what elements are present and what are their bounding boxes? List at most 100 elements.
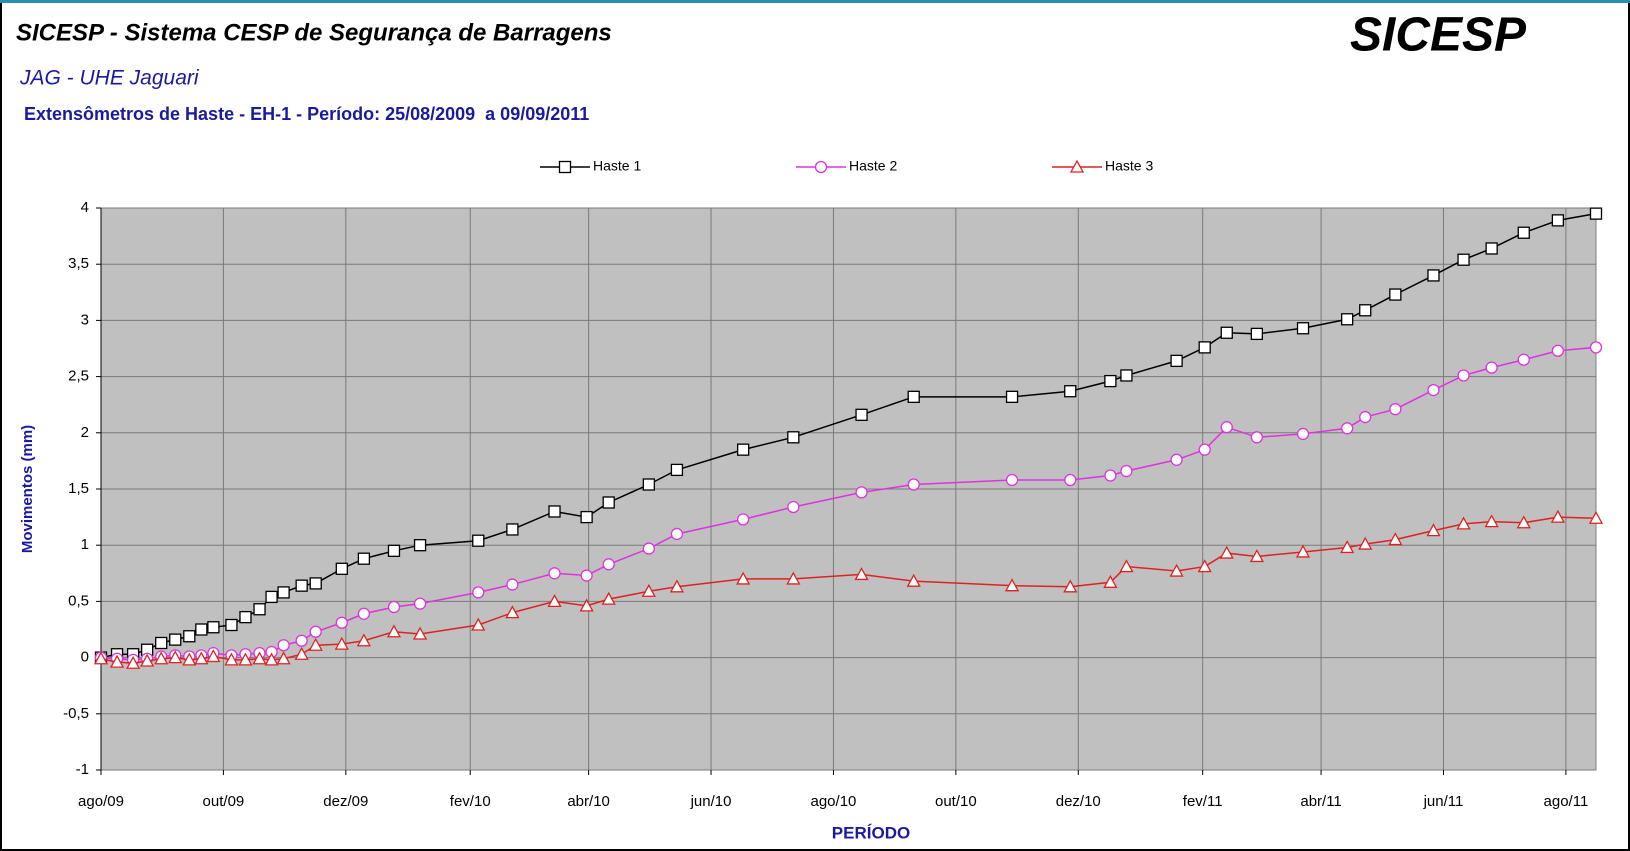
marker — [736, 571, 751, 585]
description: Extensômetros de Haste - EH-1 - Período:… — [24, 104, 589, 124]
marker — [580, 510, 593, 524]
marker — [1341, 422, 1354, 435]
marker — [471, 617, 486, 631]
marker — [580, 569, 593, 582]
marker — [1341, 313, 1354, 326]
marker — [1063, 579, 1078, 593]
x-tick-label: dez/09 — [323, 793, 368, 810]
marker — [1456, 516, 1471, 530]
marker — [140, 653, 155, 667]
marker — [1484, 514, 1499, 528]
marker — [168, 650, 183, 664]
title: SICESP - Sistema CESP de Segurança de Ba… — [16, 19, 612, 46]
marker — [907, 478, 920, 491]
marker — [183, 630, 196, 643]
marker — [787, 431, 800, 444]
y-tick-label: 0 — [81, 649, 89, 666]
marker — [1103, 574, 1118, 588]
marker — [854, 567, 869, 581]
marker — [1588, 510, 1604, 524]
marker — [412, 626, 428, 640]
marker — [308, 637, 323, 651]
marker — [1340, 540, 1355, 554]
legend-label: Haste 1 — [593, 158, 641, 174]
marker — [357, 607, 371, 620]
marker — [1005, 390, 1019, 403]
x-tick-label: fev/11 — [1183, 793, 1223, 810]
marker — [1220, 421, 1233, 434]
marker — [1296, 322, 1310, 335]
marker — [1250, 431, 1264, 444]
marker — [669, 579, 685, 593]
marker — [1551, 214, 1565, 227]
x-tick-label: fev/10 — [450, 793, 491, 810]
marker — [335, 562, 348, 575]
y-tick-label: 2 — [81, 424, 89, 441]
y-axis-label: Movimentos (mm) — [19, 425, 36, 553]
marker — [1359, 304, 1372, 317]
marker — [670, 527, 684, 541]
marker — [155, 636, 168, 650]
marker — [1457, 369, 1470, 382]
marker — [335, 616, 348, 629]
y-tick-label: 3 — [81, 311, 89, 328]
marker — [1064, 385, 1077, 398]
marker — [472, 586, 485, 599]
marker — [154, 651, 169, 665]
x-tick-label: ago/09 — [78, 793, 124, 810]
marker — [855, 486, 868, 499]
marker — [472, 534, 485, 547]
marker — [1485, 361, 1498, 374]
marker — [736, 443, 750, 456]
marker — [506, 578, 519, 591]
marker — [265, 590, 278, 604]
marker — [1516, 515, 1531, 529]
marker — [206, 649, 221, 663]
marker — [356, 633, 371, 647]
legend-label: Haste 3 — [1105, 158, 1153, 174]
marker — [548, 567, 561, 580]
y-tick-label: -0,5 — [63, 705, 89, 722]
legend-marker — [1069, 159, 1085, 173]
marker — [1064, 473, 1077, 487]
marker — [1296, 427, 1310, 441]
marker — [1358, 536, 1373, 550]
marker — [1104, 374, 1117, 388]
legend-marker — [558, 160, 572, 174]
marker — [276, 651, 291, 665]
y-tick-label: 4 — [81, 199, 89, 216]
marker — [413, 597, 427, 610]
marker — [194, 651, 209, 665]
x-tick-label: out/10 — [935, 793, 977, 810]
marker — [1517, 353, 1530, 366]
marker — [548, 505, 561, 518]
marker — [1219, 545, 1234, 559]
x-axis-label: PERÍODO — [832, 823, 910, 842]
marker — [906, 573, 921, 587]
marker — [505, 605, 520, 619]
marker — [1427, 269, 1440, 282]
marker — [547, 594, 562, 608]
marker — [1170, 453, 1183, 466]
marker — [294, 646, 309, 660]
y-tick-label: 3,5 — [68, 255, 89, 272]
marker — [264, 652, 279, 666]
marker — [787, 500, 800, 514]
marker — [1457, 253, 1470, 266]
marker — [642, 542, 655, 555]
marker — [334, 636, 349, 650]
marker — [387, 600, 401, 614]
marker — [1589, 341, 1603, 354]
x-tick-label: jun/10 — [690, 793, 732, 810]
marker — [641, 583, 656, 597]
x-tick-label: out/09 — [203, 793, 245, 810]
marker — [1389, 403, 1402, 416]
marker — [207, 621, 220, 634]
marker — [1004, 578, 1020, 592]
marker — [602, 496, 615, 509]
marker — [109, 654, 125, 668]
marker — [1359, 410, 1372, 424]
marker — [1485, 242, 1498, 255]
marker — [1220, 326, 1233, 339]
